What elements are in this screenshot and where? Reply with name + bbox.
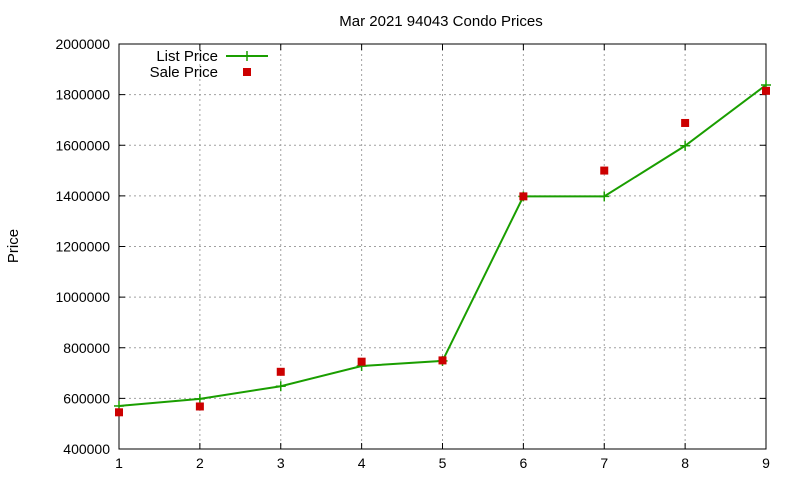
x-tick-label: 3 — [277, 455, 285, 471]
y-tick-label: 800000 — [63, 340, 110, 356]
y-axis-label: Price — [5, 229, 22, 263]
x-tick-label: 9 — [762, 455, 770, 471]
y-tick-label: 1200000 — [55, 239, 110, 255]
list-price-point — [275, 381, 286, 392]
x-tick-label: 2 — [196, 455, 204, 471]
sale-price-point — [762, 86, 770, 95]
list-price-point — [599, 191, 610, 202]
x-tick-label: 7 — [600, 455, 608, 471]
y-tick-label: 600000 — [63, 390, 110, 406]
legend-label-list-price: List Price — [156, 48, 218, 65]
sale-price-point — [600, 166, 609, 175]
sale-price-point — [519, 192, 528, 201]
legend-label-sale-price: Sale Price — [150, 64, 218, 81]
x-tick-label: 6 — [519, 455, 527, 471]
y-tick-label: 2000000 — [55, 36, 110, 52]
x-tick-label: 8 — [681, 455, 689, 471]
legend-marker-sale-price — [243, 68, 251, 76]
sale-price-point — [357, 357, 366, 366]
x-tick-label: 4 — [358, 455, 366, 471]
sale-price-point — [195, 402, 204, 411]
sale-price-point — [115, 408, 123, 417]
sale-price-point — [681, 118, 690, 127]
y-ticks: 400000 600000 800000 1000000 1200000 1400000 1… — [55, 36, 766, 457]
x-tick-label: 1 — [115, 455, 123, 471]
y-tick-label: 1400000 — [55, 188, 110, 204]
sale-price-point — [438, 356, 447, 365]
y-tick-label: 1800000 — [55, 87, 110, 103]
y-tick-label: 1600000 — [55, 137, 110, 153]
sale-price-point — [276, 367, 285, 376]
y-tick-label: 1000000 — [55, 289, 110, 305]
list-price-point — [194, 393, 205, 404]
x-ticks: 1 2 3 4 5 6 7 8 9 — [115, 44, 770, 471]
list-price-point — [680, 140, 691, 151]
y-tick-label: 400000 — [63, 441, 110, 457]
chart-title: Mar 2021 94043 Condo Prices — [339, 13, 542, 30]
grid — [119, 44, 766, 449]
x-tick-label: 5 — [439, 455, 447, 471]
series-layer — [114, 80, 771, 417]
